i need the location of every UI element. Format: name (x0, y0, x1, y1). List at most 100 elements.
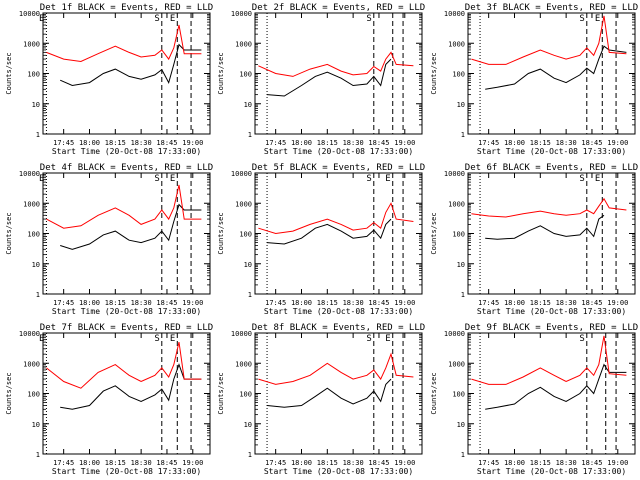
chart-panel-7: Det 7f BLACK = Events, RED = LLD Counts/s… (5, 323, 213, 476)
y-tick-label: 1000 (23, 200, 40, 208)
y-tick-label: 1 (248, 291, 252, 299)
y-tick-label: 1 (461, 451, 465, 459)
series-line-lld (258, 202, 414, 235)
series-line-events (485, 363, 627, 410)
series-line-events (267, 378, 392, 408)
marker-label: E (39, 334, 44, 344)
y-tick-label: 100 (239, 391, 252, 399)
y-tick-label: 10 (32, 421, 40, 429)
x-axis-label: Start Time (20-Oct-08 17:33:00) (264, 467, 413, 476)
chart-panel-1: Det 1f BLACK = Events, RED = LLD Counts/s… (5, 3, 213, 156)
x-tick-label: 19:00 (394, 139, 415, 147)
x-tick-label: 18:30 (556, 139, 577, 147)
x-axis-label: Start Time (20-Oct-08 17:33:00) (52, 307, 201, 316)
y-tick-label: 100 (27, 391, 40, 399)
series-line-events (485, 214, 605, 240)
chart-panel-8: Det 8f BLACK = Events, RED = LLD Counts/s… (217, 323, 425, 476)
y-tick-label: 100 (239, 231, 252, 239)
y-axis-label: Counts/sec (217, 372, 225, 414)
marker-label: S (154, 174, 159, 184)
marker-label: E (170, 174, 175, 184)
y-tick-label: 1 (36, 291, 40, 299)
plot-frame (42, 332, 211, 455)
x-tick-label: 18:30 (343, 459, 364, 467)
chart-title: Det 3f BLACK = Events, RED = LLD (465, 3, 638, 13)
chart-panel-2: Det 2f BLACK = Events, RED = LLD Counts/s… (217, 3, 425, 156)
x-tick-label: 18:45 (156, 459, 177, 467)
marker-label: E (39, 174, 44, 184)
x-tick-label: 19:00 (182, 459, 203, 467)
chart-title: Det 9f BLACK = Events, RED = LLD (465, 323, 638, 333)
y-tick-label: 10 (244, 421, 252, 429)
x-tick-label: 18:15 (317, 299, 338, 307)
marker-label: S (579, 334, 584, 344)
series-line-events (485, 45, 627, 90)
x-tick-label: 18:00 (291, 299, 312, 307)
x-tick-label: 19:00 (607, 299, 628, 307)
x-tick-label: 18:45 (368, 139, 389, 147)
y-tick-label: 1 (36, 451, 40, 459)
chart-title: Det 6f BLACK = Events, RED = LLD (465, 163, 638, 173)
chart-title: Det 4f BLACK = Events, RED = LLD (40, 163, 213, 173)
x-axis-label: Start Time (20-Oct-08 17:33:00) (477, 307, 626, 316)
x-tick-label: 18:00 (291, 139, 312, 147)
x-tick-label: 18:00 (79, 459, 100, 467)
chart-title: Det 8f BLACK = Events, RED = LLD (252, 323, 425, 333)
x-tick-label: 18:30 (556, 459, 577, 467)
series-line-events (60, 203, 202, 250)
chart-panel-9: Det 9f BLACK = Events, RED = LLD Counts/s… (430, 323, 638, 476)
y-tick-label: 10 (457, 421, 465, 429)
x-tick-label: 18:30 (556, 299, 577, 307)
series-line-lld (471, 15, 627, 65)
x-tick-label: 18:00 (504, 459, 525, 467)
y-tick-label: 10000 (444, 10, 465, 18)
series-line-lld (471, 197, 627, 218)
x-tick-label: 18:00 (79, 299, 100, 307)
x-tick-label: 18:15 (317, 139, 338, 147)
y-tick-label: 1000 (235, 360, 252, 368)
x-tick-label: 18:45 (581, 139, 602, 147)
x-tick-label: 18:30 (343, 299, 364, 307)
plot-frame (42, 12, 211, 135)
x-tick-label: 18:00 (504, 139, 525, 147)
x-tick-label: 17:45 (478, 459, 499, 467)
chart-title: Det 1f BLACK = Events, RED = LLD (40, 3, 213, 13)
series-line-lld (471, 335, 627, 385)
x-axis-label: Start Time (20-Oct-08 17:33:00) (264, 147, 413, 156)
y-tick-label: 1000 (23, 360, 40, 368)
y-tick-label: 10000 (19, 10, 40, 18)
x-tick-label: 18:45 (368, 299, 389, 307)
x-tick-label: 18:15 (105, 459, 126, 467)
series-line-events (267, 58, 392, 97)
marker-label: S (579, 174, 584, 184)
plot-frame (467, 12, 636, 135)
x-axis-label: Start Time (20-Oct-08 17:33:00) (52, 147, 201, 156)
x-tick-label: 18:00 (291, 459, 312, 467)
y-tick-label: 10000 (231, 10, 252, 18)
series-line-lld (46, 184, 202, 229)
x-axis-label: Start Time (20-Oct-08 17:33:00) (52, 467, 201, 476)
y-tick-label: 1 (248, 451, 252, 459)
y-tick-label: 10000 (19, 170, 40, 178)
marker-label: S (154, 334, 159, 344)
y-tick-label: 10 (32, 101, 40, 109)
plot-frame (467, 332, 636, 455)
y-tick-label: 100 (452, 391, 465, 399)
y-axis-label: Counts/sec (5, 52, 13, 94)
x-tick-label: 17:45 (478, 299, 499, 307)
y-tick-label: 100 (452, 231, 465, 239)
x-tick-label: 18:00 (79, 139, 100, 147)
x-tick-label: 19:00 (607, 139, 628, 147)
chart-title: Det 5f BLACK = Events, RED = LLD (252, 163, 425, 173)
marker-label: S (579, 14, 584, 24)
y-tick-label: 1000 (448, 360, 465, 368)
x-tick-label: 19:00 (182, 139, 203, 147)
marker-label: E (385, 174, 390, 184)
plot-frame (42, 172, 211, 295)
x-tick-label: 19:00 (182, 299, 203, 307)
x-tick-label: 17:45 (53, 459, 74, 467)
marker-label: S (366, 334, 371, 344)
x-tick-label: 18:30 (343, 139, 364, 147)
y-axis-label: Counts/sec (430, 372, 438, 414)
